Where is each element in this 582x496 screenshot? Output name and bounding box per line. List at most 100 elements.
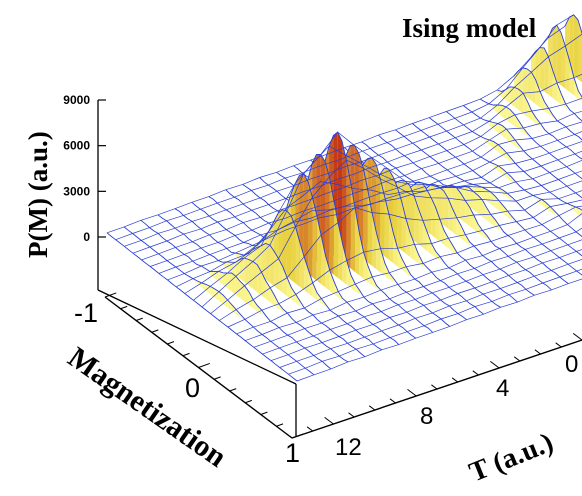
tick-marks: 0 3000 6000 9000 -1 0 1 0 4 8 12 <box>63 93 582 468</box>
surface-facet <box>527 101 532 121</box>
surface-facet <box>485 138 490 146</box>
surface-facet <box>380 178 385 257</box>
surface-facet <box>480 118 485 123</box>
surface-facet <box>363 252 368 282</box>
surface-facet <box>502 148 507 159</box>
surface-facet <box>317 292 322 304</box>
surface-facet <box>482 230 487 240</box>
surface-facet <box>439 219 445 245</box>
surface-facet <box>295 294 301 307</box>
mesh-line-magnetization <box>167 131 582 281</box>
surface-facet <box>577 19 582 83</box>
surface-facet <box>236 309 241 318</box>
surface-facet <box>384 263 390 280</box>
surface-facet <box>355 284 360 295</box>
surface-facet <box>514 70 519 91</box>
surface-facet <box>287 277 292 300</box>
surface-facet <box>338 222 343 282</box>
surface-facet <box>380 248 385 276</box>
surface-facet <box>554 210 559 219</box>
surface-facet <box>545 202 551 212</box>
surface-facet <box>377 347 382 351</box>
surface-facet <box>473 191 478 214</box>
surface-facet <box>531 111 537 124</box>
magnetization-tick-mark <box>167 341 175 345</box>
surface-facet <box>486 207 491 224</box>
mesh-line-magnetization <box>124 33 582 247</box>
surface-facet <box>325 255 330 291</box>
surface-facet <box>252 261 258 293</box>
mesh-line-temperature <box>497 86 582 160</box>
temperature-tick-mark <box>306 426 314 432</box>
surface-facet <box>469 241 475 249</box>
surface-facet <box>569 14 574 76</box>
surface-facet <box>531 72 536 105</box>
surface-facet <box>573 77 579 99</box>
mesh-line-magnetization <box>106 25 566 234</box>
surface-facet <box>201 282 207 291</box>
surface-facet <box>550 206 555 216</box>
surface-facet <box>565 45 570 92</box>
surface-facet <box>342 242 347 285</box>
mesh-line-magnetization <box>193 145 582 301</box>
surface-facet <box>210 286 215 298</box>
surface-facet <box>514 114 520 130</box>
surface-facet <box>431 197 436 239</box>
surface-facet <box>573 14 578 80</box>
surface-facet <box>389 272 394 283</box>
surface-facet <box>477 194 483 217</box>
temperature-tick-mark <box>407 388 417 397</box>
surface-facet <box>490 191 495 208</box>
mesh-line-magnetization <box>270 249 582 361</box>
mesh-line-temperature <box>530 47 582 122</box>
mesh-line-magnetization <box>210 159 582 314</box>
surface-facet <box>506 129 511 143</box>
surface-facet <box>222 272 228 289</box>
surface-facet <box>495 219 500 231</box>
surface-facet <box>205 268 211 275</box>
surface-facet <box>493 122 498 133</box>
surface-facet <box>244 257 249 286</box>
magnetization-tick-label: -1 <box>74 298 98 328</box>
surface-facet <box>478 224 483 237</box>
z-tick-label: 3000 <box>63 184 90 198</box>
surface-facet <box>409 185 415 241</box>
surface-facet <box>342 141 347 266</box>
surface-facet <box>567 203 572 210</box>
magnetization-tick-label: 1 <box>285 438 300 468</box>
mesh-line-temperature <box>513 67 582 141</box>
surface-facet <box>423 263 428 271</box>
surface-facet <box>510 86 515 107</box>
surface-facet <box>393 232 398 267</box>
surface-facet <box>426 189 432 235</box>
magnetization-tick-mark <box>135 317 143 321</box>
mesh-line-magnetization <box>132 73 582 254</box>
surface-facet <box>448 238 453 252</box>
surface-mesh <box>106 14 582 382</box>
surface-facet <box>278 258 283 293</box>
magnetization-tick-mark <box>104 292 117 298</box>
surface-facet <box>507 172 512 182</box>
surface-facet <box>239 220 244 224</box>
surface-facet <box>552 25 557 82</box>
surface-facet <box>278 303 284 313</box>
surface-facet <box>535 47 540 88</box>
surface-facet <box>522 67 528 98</box>
temperature-tick-mark <box>348 412 355 418</box>
surface-facet <box>210 271 215 279</box>
mesh-line-magnetization <box>236 205 582 335</box>
surface-facet <box>248 291 254 309</box>
surface-facet <box>350 275 356 292</box>
surface-facet <box>465 234 470 246</box>
temperature-tick-label: 12 <box>335 434 362 461</box>
surface-facet <box>460 193 466 223</box>
surface-facet <box>201 265 206 272</box>
surface-facet <box>552 70 558 102</box>
surface-facet <box>481 187 487 201</box>
magnetization-tick-mark <box>260 411 268 415</box>
mesh-line-magnetization <box>245 213 582 341</box>
surface-facet <box>214 288 219 301</box>
mesh-line-magnetization <box>262 239 582 355</box>
surface-facet <box>274 295 279 309</box>
surface-facet <box>388 214 394 264</box>
